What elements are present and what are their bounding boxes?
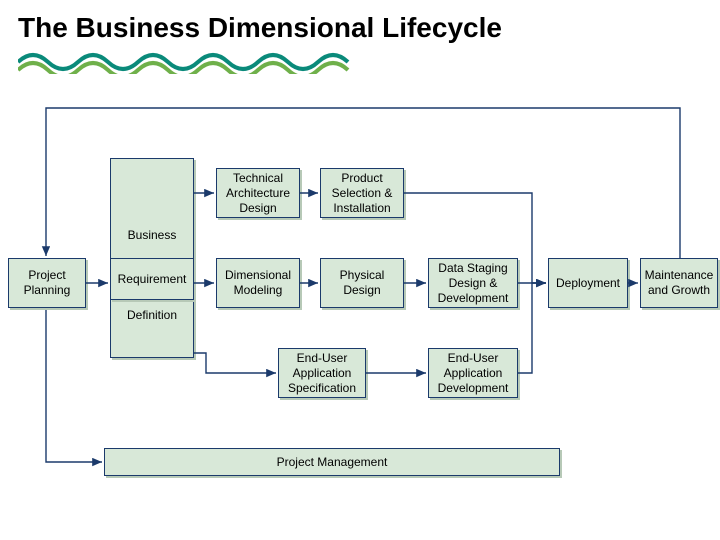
node-tech-arch: Technical Architecture Design [216, 168, 300, 218]
node-prod-sel: Product Selection & Installation [320, 168, 404, 218]
node-eu-dev: End-User Application Development [428, 348, 518, 398]
page-title: The Business Dimensional Lifecycle [0, 0, 720, 44]
diagram-canvas: Business Definition Project Planning Req… [0, 88, 720, 538]
node-data-staging: Data Staging Design & Development [428, 258, 518, 308]
node-dim-model: Dimensional Modeling [216, 258, 300, 308]
label-definition: Definition [110, 308, 194, 322]
node-project-planning: Project Planning [8, 258, 86, 308]
node-project-management: Project Management [104, 448, 560, 476]
node-deployment: Deployment [548, 258, 628, 308]
node-phys-design: Physical Design [320, 258, 404, 308]
decorative-wave [18, 48, 358, 74]
node-eu-spec: End-User Application Specification [278, 348, 366, 398]
node-requirement: Requirement [110, 258, 194, 300]
node-maintenance: Maintenance and Growth [640, 258, 718, 308]
label-business: Business [110, 228, 194, 242]
